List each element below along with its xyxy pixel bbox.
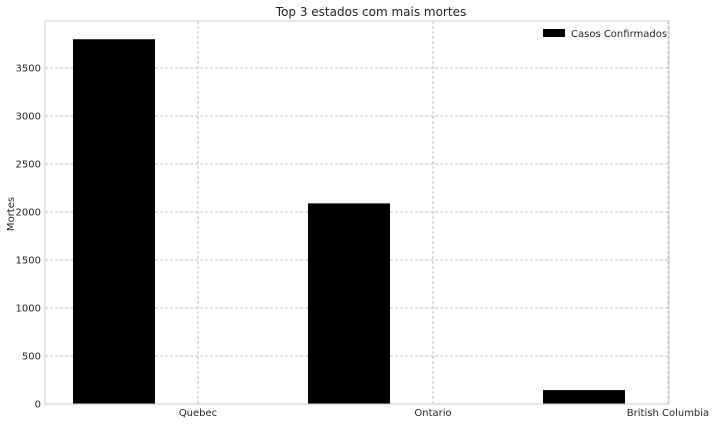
y-tick-label: 1500 bbox=[16, 256, 41, 267]
x-tick-label: Ontario bbox=[414, 408, 451, 419]
x-tick-label: Quebec bbox=[179, 408, 217, 419]
y-tick-label: 2000 bbox=[16, 208, 41, 219]
plot-frame bbox=[44, 20, 670, 405]
y-tick-label: 3000 bbox=[16, 112, 41, 123]
y-tick-label: 1000 bbox=[16, 304, 41, 315]
x-tick-label: British Columbia bbox=[627, 408, 709, 419]
y-tick-label: 500 bbox=[22, 352, 41, 363]
y-tick-label: 3500 bbox=[16, 64, 41, 75]
y-tick-label: 0 bbox=[35, 400, 41, 411]
chart-title: Top 3 estados com mais mortes bbox=[275, 5, 466, 19]
legend-label: Casos Confirmados bbox=[571, 29, 667, 40]
bar-ontario bbox=[308, 203, 390, 404]
y-tick-label: 2500 bbox=[16, 160, 41, 171]
bar-british-columbia bbox=[543, 390, 625, 404]
legend-swatch bbox=[543, 29, 565, 37]
y-axis-label: Mortes bbox=[6, 197, 17, 231]
bar-quebec bbox=[73, 39, 155, 404]
